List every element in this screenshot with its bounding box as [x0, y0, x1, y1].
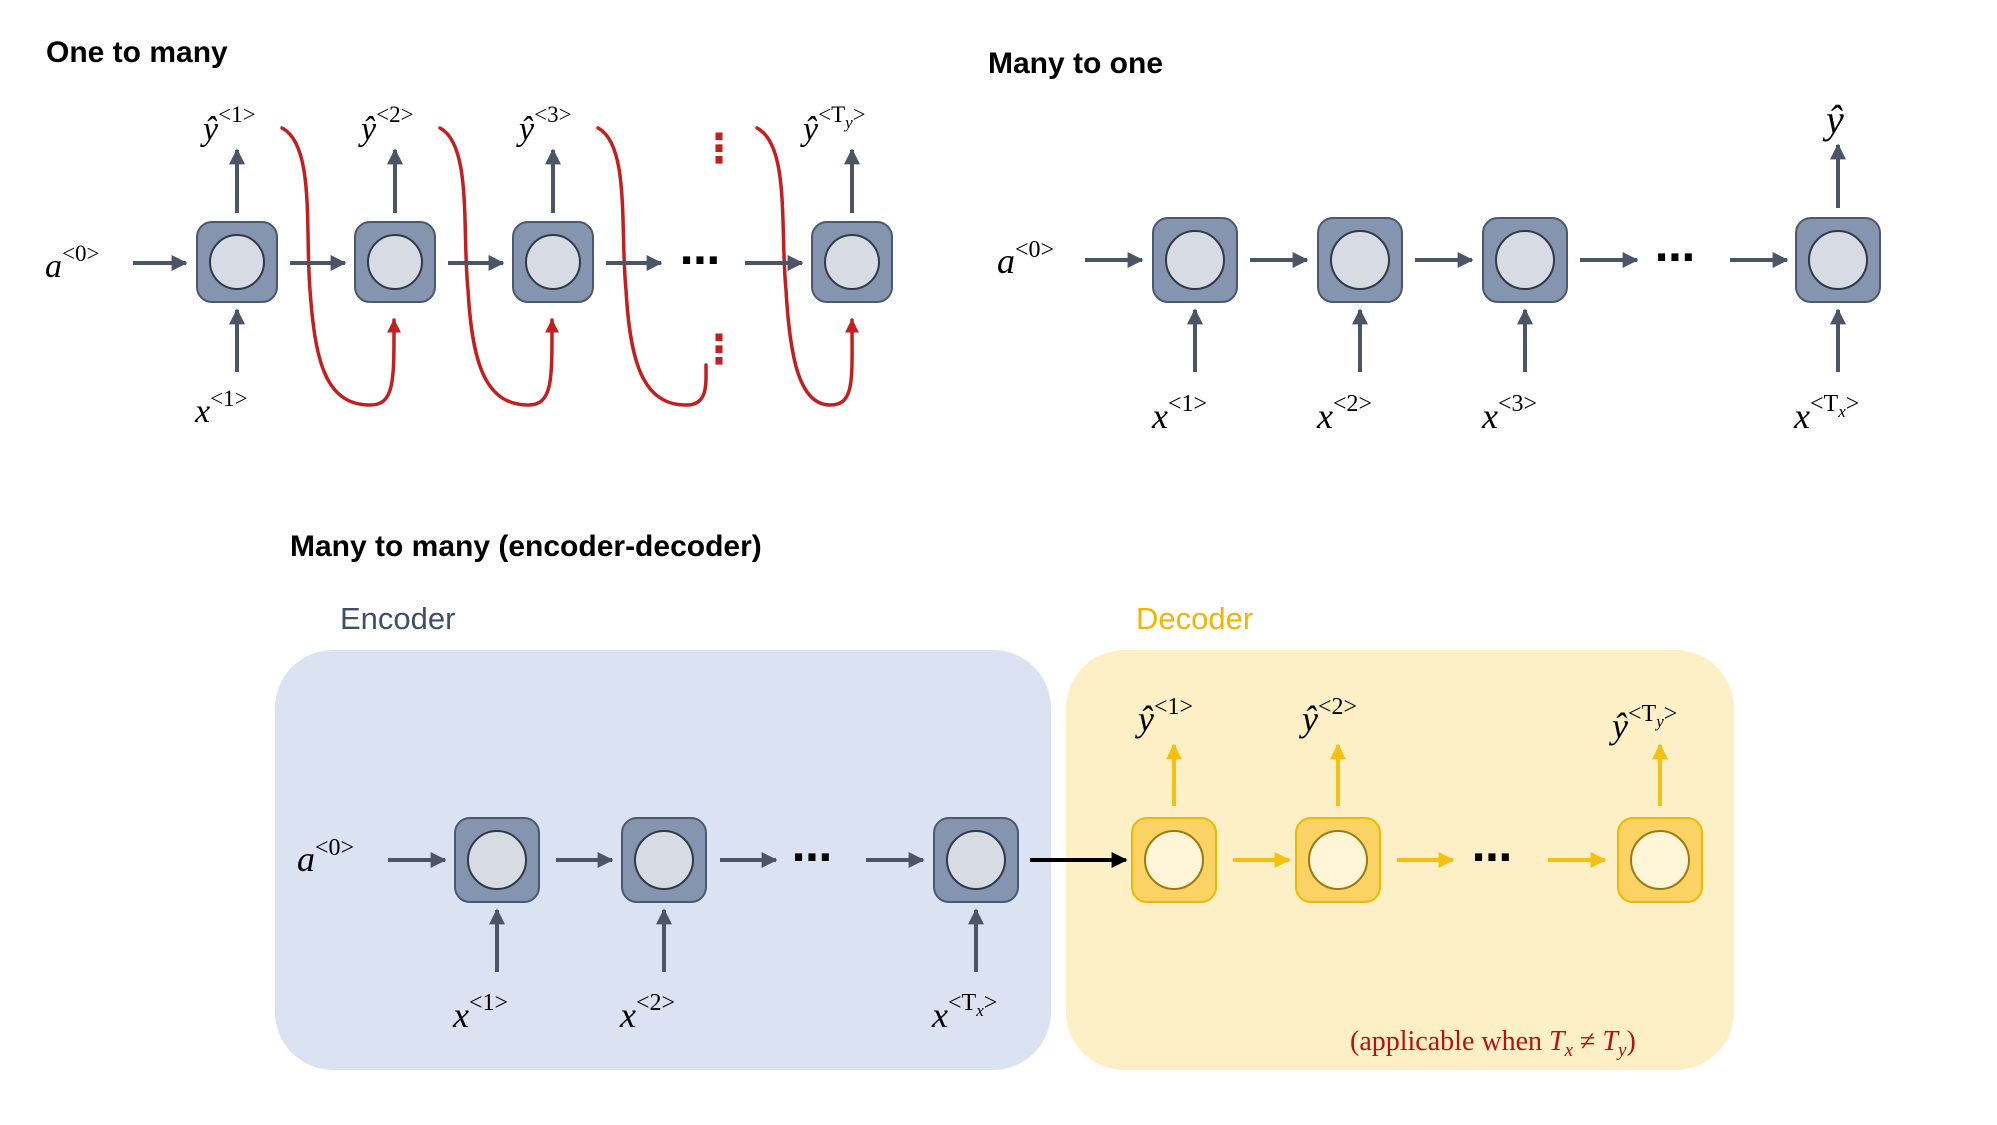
many-to-one-x1-label: x<1>: [1151, 391, 1207, 436]
encoder-a0-label: a<0>: [297, 835, 354, 879]
feedback-loops: [280, 126, 860, 407]
one-to-many-y2-label: ŷ<2>: [358, 102, 414, 148]
one-to-many-y3-label: ŷ<3>: [516, 102, 572, 148]
many-to-one-a0-label: a<0>: [997, 237, 1054, 281]
decoder-cell-2: [1295, 817, 1381, 903]
applicability-note: (applicable when Tx ≠ Ty): [1350, 1026, 1636, 1061]
many-to-one-yhat-label: ŷ: [1822, 97, 1844, 142]
decoder-cell-1: [1131, 817, 1217, 903]
one-to-many-ellipsis: ⋯: [680, 239, 720, 283]
encoder-xTx-label: x<Tx>: [931, 990, 997, 1035]
encoder-x1-label: x<1>: [452, 990, 508, 1035]
decoder-y2-label: ŷ<2>: [1299, 694, 1357, 739]
many-to-one-cell-2: [1317, 217, 1403, 303]
one-to-many-cell-1: [196, 221, 278, 303]
many-to-one-title: Many to one: [988, 47, 1163, 80]
one-to-many-vertical-arrows: [229, 148, 860, 372]
one-to-many-yTy-label: ŷ<Ty>: [800, 102, 866, 148]
encoder-cell-2: [621, 817, 707, 903]
vdots-top: ⋮: [699, 127, 739, 171]
many-to-one-cell-Tx: [1795, 217, 1881, 303]
decoder-label: Decoder: [1136, 601, 1253, 636]
feedback-loop-4: [755, 126, 860, 407]
decoder-y1-label: ŷ<1>: [1135, 694, 1193, 739]
one-to-many-title: One to many: [46, 36, 228, 69]
many-to-one-cell-1: [1152, 217, 1238, 303]
encoder-cell-Tx: [933, 817, 1019, 903]
many-to-one-x3-label: x<3>: [1481, 391, 1537, 436]
decoder-ellipsis: ⋯: [1472, 836, 1512, 880]
many-to-one-vertical-arrows: [1187, 143, 1846, 372]
encoder-vertical-arrows: [489, 908, 984, 972]
one-to-many-y1-label: ŷ<1>: [200, 102, 256, 148]
many-to-one-cell-3: [1482, 217, 1568, 303]
encoder-x2-label: x<2>: [619, 990, 675, 1035]
vdots-bottom: ⋮: [699, 328, 739, 372]
many-to-one-xTx-label: x<Tx>: [1793, 391, 1859, 436]
many-to-one-ellipsis: ⋯: [1655, 236, 1695, 280]
one-to-many-cell-2: [354, 221, 436, 303]
one-to-many-cell-4: [811, 221, 893, 303]
feedback-loop-3: [596, 126, 708, 407]
encoder-cell-1: [454, 817, 540, 903]
encoder-ellipsis: ⋯: [792, 836, 832, 880]
many-to-many-title: Many to many (encoder-decoder): [290, 530, 762, 563]
decoder-vertical-arrows: [1166, 743, 1668, 806]
feedback-loop-2: [438, 126, 560, 407]
decoder-yTy-label: ŷ<Ty>: [1609, 701, 1677, 746]
many-to-one-x2-label: x<2>: [1316, 391, 1372, 436]
decoder-cell-Ty: [1617, 817, 1703, 903]
one-to-many-x1-label: x<1>: [194, 386, 248, 430]
one-to-many-a0-label: a<0>: [45, 241, 99, 285]
feedback-loop-1: [280, 126, 402, 407]
encoder-label: Encoder: [340, 601, 455, 636]
one-to-many-cell-3: [512, 221, 594, 303]
